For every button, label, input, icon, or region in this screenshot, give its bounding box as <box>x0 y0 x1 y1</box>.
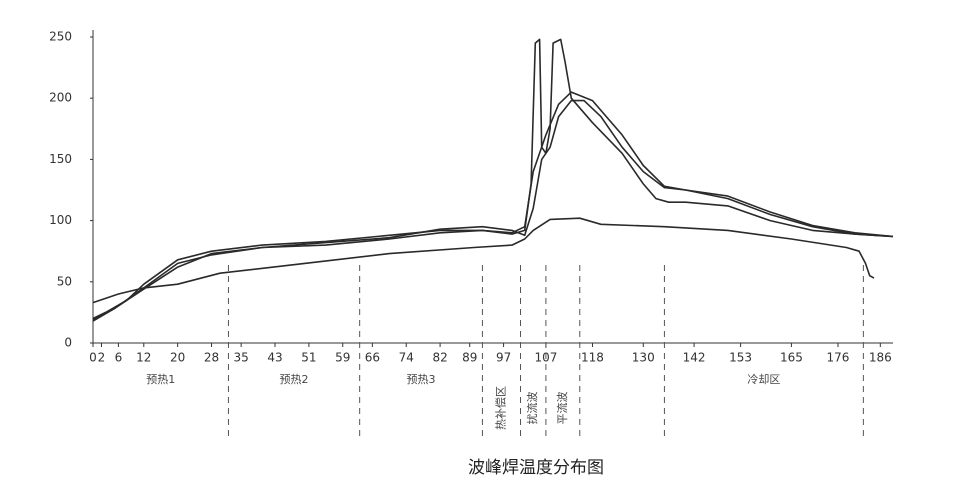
x-tick-label: 66 <box>365 351 380 365</box>
x-tick-label: 165 <box>780 351 803 365</box>
x-tick-label: 2 <box>98 351 106 365</box>
x-tick-label: 176 <box>827 351 850 365</box>
x-tick-label: 6 <box>115 351 123 365</box>
y-tick-label: 100 <box>49 213 72 227</box>
x-tick-label: 89 <box>462 351 477 365</box>
series-line <box>92 99 894 321</box>
x-tick-label: 59 <box>335 351 350 365</box>
zone-label: 预热3 <box>407 373 436 386</box>
x-tick-label: 51 <box>301 351 316 365</box>
x-tick-label: 20 <box>170 351 185 365</box>
x-tick-label: 130 <box>632 351 655 365</box>
x-tick-label: 118 <box>581 351 604 365</box>
series-line <box>92 91 894 322</box>
y-tick-label: 200 <box>49 91 72 105</box>
y-tick-label: 0 <box>64 336 72 350</box>
zone-label: 热补偿区 <box>493 386 507 430</box>
x-tick-label: 142 <box>683 351 706 365</box>
x-tick-label: 28 <box>204 351 219 365</box>
x-tick-label: 12 <box>136 351 151 365</box>
zone-label: 平流波 <box>555 392 569 425</box>
x-tick-label: 0 <box>89 351 97 365</box>
x-tick-label: 35 <box>234 351 249 365</box>
x-tick-label: 186 <box>869 351 892 365</box>
zone-label: 预热1 <box>146 373 175 386</box>
chart-title: 波峰焊温度分布图 <box>468 458 604 478</box>
y-tick-label: 150 <box>49 152 72 166</box>
x-tick-label: 74 <box>399 351 414 365</box>
zone-label: 冷却区 <box>747 373 780 386</box>
zone-label: 预热2 <box>280 373 309 386</box>
x-tick-label: 82 <box>432 351 447 365</box>
y-tick-label: 50 <box>57 274 72 288</box>
x-tick-label: 97 <box>496 351 511 365</box>
series-line <box>92 38 894 320</box>
zone-label: 扰流波 <box>525 392 539 425</box>
x-tick-label: 43 <box>267 351 282 365</box>
y-tick-label: 250 <box>49 30 72 44</box>
x-tick-label: 153 <box>729 351 752 365</box>
series-line <box>92 217 875 304</box>
